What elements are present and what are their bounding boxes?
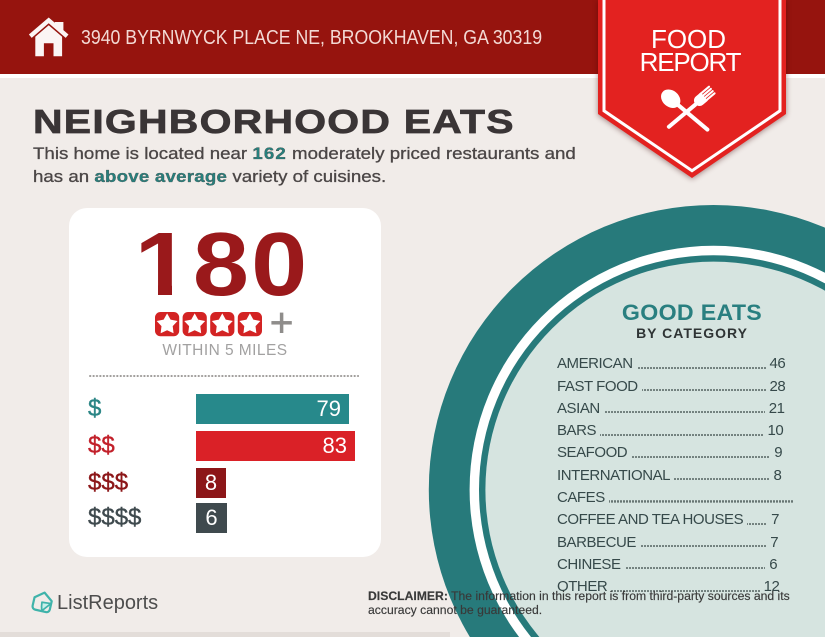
svg-text:FOOD: FOOD xyxy=(651,24,726,54)
svg-text:REPORT: REPORT xyxy=(640,47,742,77)
